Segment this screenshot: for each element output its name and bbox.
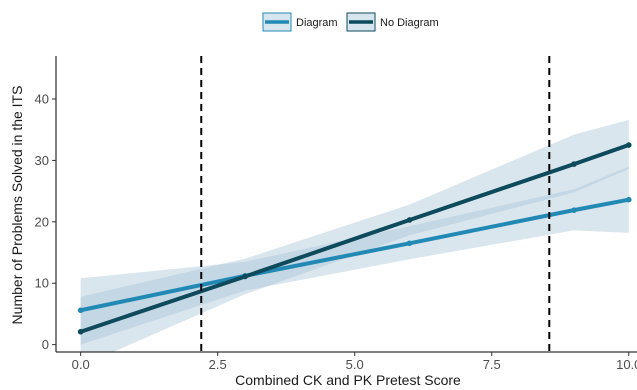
x-tick-label: 2.5 [209, 357, 227, 372]
x-axis-ticks: 0.0 2.5 5.0 7.5 10.0 [72, 352, 637, 372]
data-point-diagram [406, 240, 413, 247]
y-axis-title: Number of Problems Solved in the ITS [9, 86, 25, 325]
data-point-no-diagram [571, 161, 577, 167]
data-point-diagram [625, 196, 632, 203]
x-tick-label: 10.0 [616, 357, 637, 372]
y-tick-label: 40 [35, 91, 49, 106]
y-tick-label: 10 [35, 276, 49, 291]
x-tick-label: 7.5 [483, 357, 501, 372]
y-tick-label: 0 [42, 337, 49, 352]
y-tick-label: 30 [35, 153, 49, 168]
x-axis-title: Combined CK and PK Pretest Score [235, 372, 461, 388]
data-point-diagram [571, 207, 577, 213]
x-tick-label: 5.0 [346, 357, 364, 372]
plot-clip-group [77, 119, 632, 352]
data-point-no-diagram [242, 273, 248, 280]
ci-band-no-diagram [80, 119, 629, 352]
legend-label-no-diagram: No Diagram [380, 17, 439, 29]
x-tick-label: 0.0 [72, 357, 90, 372]
y-tick-label: 20 [35, 214, 49, 229]
data-point-diagram [77, 307, 84, 314]
legend: Diagram No Diagram [262, 12, 439, 32]
legend-label-diagram: Diagram [296, 17, 338, 29]
series-line-no-diagram [78, 143, 631, 334]
data-point-no-diagram [406, 217, 413, 223]
data-point-no-diagram [77, 328, 84, 335]
series-line-diagram [78, 197, 631, 313]
y-axis-ticks: 0 10 20 30 40 [35, 91, 56, 352]
data-point-no-diagram [625, 142, 632, 148]
plot-area [77, 56, 632, 352]
